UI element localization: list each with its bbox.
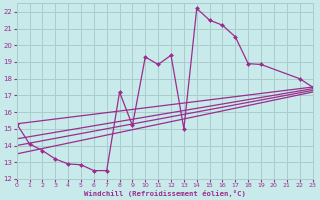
X-axis label: Windchill (Refroidissement éolien,°C): Windchill (Refroidissement éolien,°C) [84,190,245,197]
